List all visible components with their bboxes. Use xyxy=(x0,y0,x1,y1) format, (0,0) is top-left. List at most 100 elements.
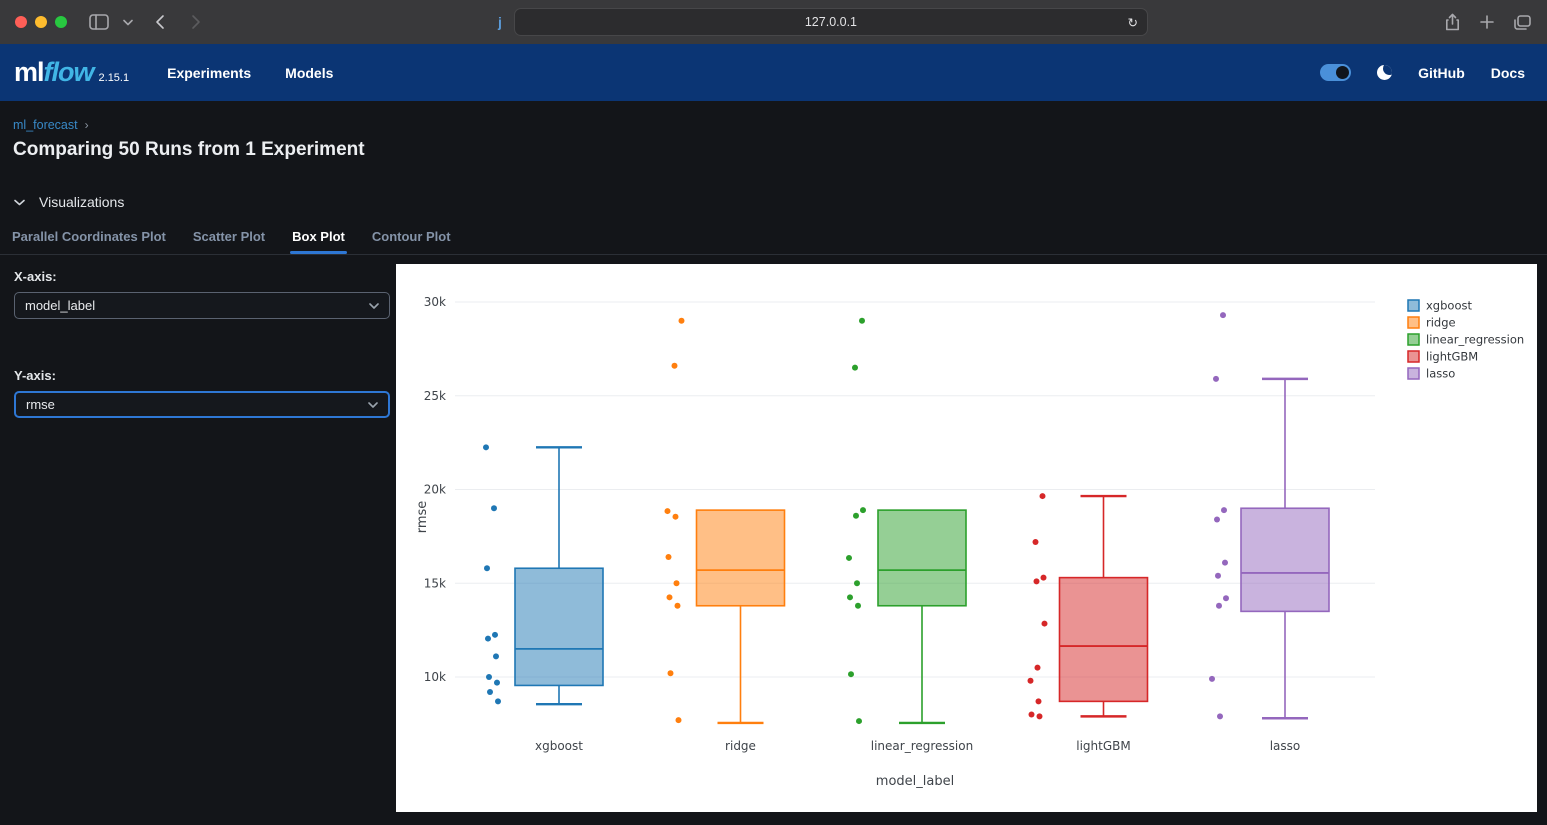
data-point[interactable] xyxy=(1216,602,1222,609)
legend-label[interactable]: lightGBM xyxy=(1426,350,1478,364)
data-point[interactable] xyxy=(856,718,862,725)
data-point[interactable] xyxy=(487,689,493,695)
share-icon[interactable] xyxy=(1445,13,1460,31)
legend-label[interactable]: lasso xyxy=(1426,367,1455,381)
data-point[interactable] xyxy=(848,671,854,678)
data-point[interactable] xyxy=(674,602,681,609)
new-tab-icon[interactable] xyxy=(1480,15,1494,29)
data-point[interactable] xyxy=(1028,711,1035,718)
data-point[interactable] xyxy=(1034,664,1041,671)
data-point[interactable] xyxy=(483,444,489,451)
data-point[interactable] xyxy=(491,505,497,512)
y-tick-label: 30k xyxy=(424,295,446,309)
data-point[interactable] xyxy=(667,670,674,677)
data-point[interactable] xyxy=(1041,620,1048,627)
data-point[interactable] xyxy=(673,580,680,587)
data-point[interactable] xyxy=(1035,698,1042,705)
legend-label[interactable]: linear_regression xyxy=(1426,333,1524,347)
x-axis-select[interactable]: model_label xyxy=(14,292,390,319)
box-lightGBM[interactable] xyxy=(1058,576,1149,703)
legend-label[interactable]: ridge xyxy=(1426,316,1456,330)
data-point[interactable] xyxy=(853,512,859,519)
legend-swatch-ridge[interactable] xyxy=(1407,316,1420,329)
legend-swatch-lightGBM[interactable] xyxy=(1407,350,1420,363)
data-point[interactable] xyxy=(486,674,492,680)
toggle-knob xyxy=(1336,66,1350,79)
box-plot-panel: 10k 15k 20k 25k 30k rmse xgboost xgboost ridge ri… xyxy=(396,264,1537,812)
box-linear_regression[interactable] xyxy=(877,509,967,607)
breadcrumb-experiment-link[interactable]: ml_forecast xyxy=(13,118,78,132)
data-point[interactable] xyxy=(1220,312,1226,319)
data-point[interactable] xyxy=(1039,493,1046,500)
theme-toggle[interactable] xyxy=(1320,64,1352,81)
data-point[interactable] xyxy=(1033,578,1040,585)
nav-link-models[interactable]: Models xyxy=(285,64,334,81)
box-ridge[interactable] xyxy=(695,509,786,607)
data-point[interactable] xyxy=(859,317,865,324)
close-window-button[interactable] xyxy=(15,16,27,28)
data-point[interactable] xyxy=(852,364,858,371)
box-plot-svg[interactable]: 10k 15k 20k 25k 30k rmse xgboost xgboost ridge ri… xyxy=(396,264,1537,812)
data-point[interactable] xyxy=(860,507,866,514)
data-point[interactable] xyxy=(665,554,672,560)
data-point[interactable] xyxy=(664,508,671,515)
section-title: Visualizations xyxy=(39,194,125,210)
data-point[interactable] xyxy=(495,698,501,705)
data-point[interactable] xyxy=(846,554,852,561)
window-controls xyxy=(15,16,67,28)
legend-label[interactable]: xgboost xyxy=(1426,299,1472,313)
data-point[interactable] xyxy=(1223,595,1229,602)
data-point[interactable] xyxy=(1032,539,1039,545)
data-point[interactable] xyxy=(671,362,678,369)
forward-button[interactable] xyxy=(191,14,201,30)
data-point[interactable] xyxy=(485,635,491,642)
minimize-window-button[interactable] xyxy=(35,16,47,28)
nav-link-experiments[interactable]: Experiments xyxy=(167,64,252,81)
data-point[interactable] xyxy=(1036,713,1043,720)
data-point[interactable] xyxy=(854,580,860,587)
data-point[interactable] xyxy=(1027,677,1034,684)
data-point[interactable] xyxy=(672,513,679,520)
data-point[interactable] xyxy=(494,679,500,686)
legend-swatch-xgboost[interactable] xyxy=(1407,299,1420,312)
data-point[interactable] xyxy=(1217,713,1223,720)
data-point[interactable] xyxy=(1222,559,1228,566)
back-button[interactable] xyxy=(155,14,165,30)
data-point[interactable] xyxy=(678,317,685,324)
nav-link-docs[interactable]: Docs xyxy=(1490,64,1525,81)
y-axis-select[interactable]: rmse xyxy=(14,391,390,418)
data-point[interactable] xyxy=(847,594,853,601)
visualizations-toggle[interactable]: Visualizations xyxy=(14,194,1547,210)
y-axis-label: Y-axis: xyxy=(14,368,56,383)
chevron-down-icon[interactable] xyxy=(123,19,133,26)
data-point[interactable] xyxy=(484,565,490,572)
data-point[interactable] xyxy=(492,631,498,638)
data-point[interactable] xyxy=(1214,516,1220,523)
tab-scatter-plot[interactable]: Scatter Plot xyxy=(192,229,266,244)
data-point[interactable] xyxy=(493,653,499,660)
box-lasso[interactable] xyxy=(1240,507,1330,613)
tab-overview-icon[interactable] xyxy=(1514,14,1531,30)
mlflow-logo[interactable]: ml flow 2.15.1 xyxy=(14,57,129,88)
legend-swatch-lasso[interactable] xyxy=(1407,367,1420,380)
data-point[interactable] xyxy=(1213,375,1219,382)
sidebar-icon[interactable] xyxy=(89,14,109,30)
reload-icon[interactable]: ↻ xyxy=(1127,15,1138,30)
box-xgboost[interactable] xyxy=(514,567,604,687)
nav-link-github[interactable]: GitHub xyxy=(1418,64,1465,81)
logo-flow-text: flow xyxy=(43,57,95,87)
tab-contour-plot[interactable]: Contour Plot xyxy=(371,229,451,244)
address-bar[interactable]: 127.0.0.1 ↻ xyxy=(513,8,1148,36)
data-point[interactable] xyxy=(855,602,861,609)
data-point[interactable] xyxy=(1215,572,1221,579)
data-point[interactable] xyxy=(1040,574,1047,581)
data-point[interactable] xyxy=(1209,675,1215,682)
tab-box-plot[interactable]: Box Plot xyxy=(290,229,347,254)
data-point[interactable] xyxy=(666,594,673,601)
data-point[interactable] xyxy=(675,717,682,724)
legend-swatch-linear_regression[interactable] xyxy=(1407,333,1420,346)
zoom-window-button[interactable] xyxy=(55,16,67,28)
y-tick-label: 10k xyxy=(424,670,446,684)
data-point[interactable] xyxy=(1221,507,1227,514)
tab-parallel-coordinates-plot[interactable]: Parallel Coordinates Plot xyxy=(12,229,166,244)
